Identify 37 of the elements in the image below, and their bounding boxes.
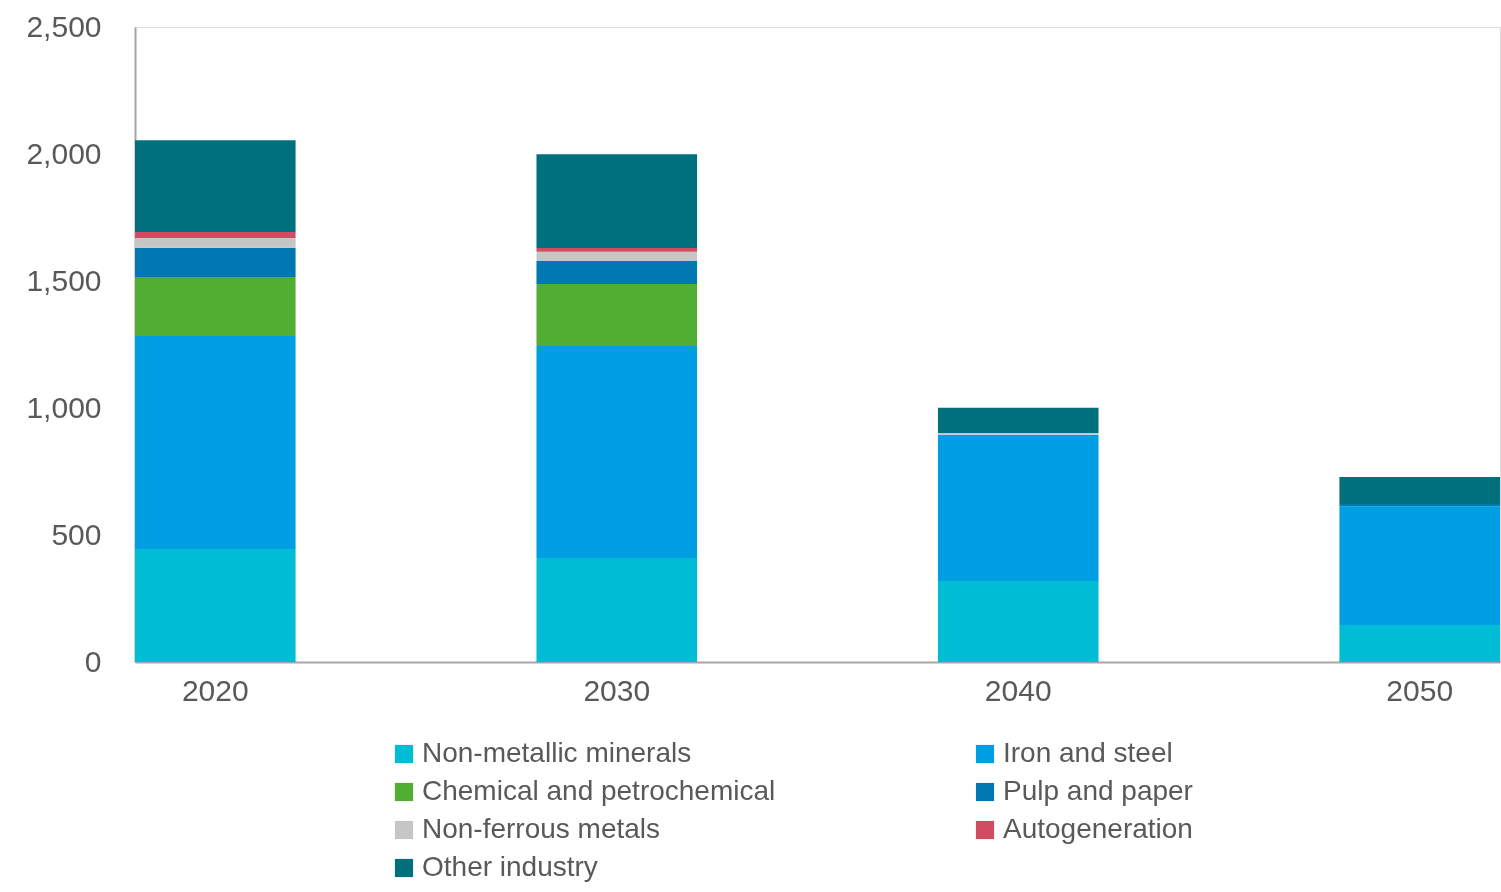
bar	[536, 346, 698, 559]
legend-label: Non-metallic minerals	[422, 737, 692, 768]
bar	[536, 251, 698, 261]
legend-label: Autogeneration	[1003, 813, 1193, 844]
bar	[536, 154, 698, 248]
bar	[937, 407, 1099, 433]
bar	[135, 231, 296, 239]
bar	[937, 580, 1099, 662]
legend-label: Non-ferrous metals	[422, 813, 661, 844]
legend-label: Other industry	[422, 851, 598, 882]
y-tick-label: 1,000	[26, 390, 102, 424]
bar	[135, 140, 296, 232]
bar	[536, 260, 698, 285]
bar	[536, 247, 698, 252]
bar	[135, 238, 296, 248]
x-tick-label: 2030	[583, 673, 651, 707]
bar	[1339, 624, 1500, 662]
bar	[937, 434, 1099, 581]
x-tick-label: 2040	[984, 673, 1052, 707]
y-tick-label: 2,500	[26, 9, 102, 43]
bar	[536, 284, 698, 347]
legend-label: Chemical and petrochemical	[422, 775, 776, 806]
bar	[135, 336, 296, 549]
bar	[135, 247, 296, 277]
legend-label: Iron and steel	[1003, 737, 1173, 768]
bar	[1339, 477, 1500, 505]
bar	[536, 558, 698, 662]
x-tick-label: 2020	[181, 673, 249, 707]
bar	[1339, 506, 1500, 625]
x-tick-label: 2050	[1386, 673, 1454, 707]
legend-label: Pulp and paper	[1003, 775, 1193, 806]
bar	[135, 548, 296, 662]
y-tick-label: 2,000	[26, 136, 102, 170]
y-tick-label: 1,500	[26, 263, 102, 297]
y-tick-label: 0	[84, 644, 102, 678]
y-tick-label: 500	[51, 517, 102, 551]
bar	[135, 276, 296, 337]
